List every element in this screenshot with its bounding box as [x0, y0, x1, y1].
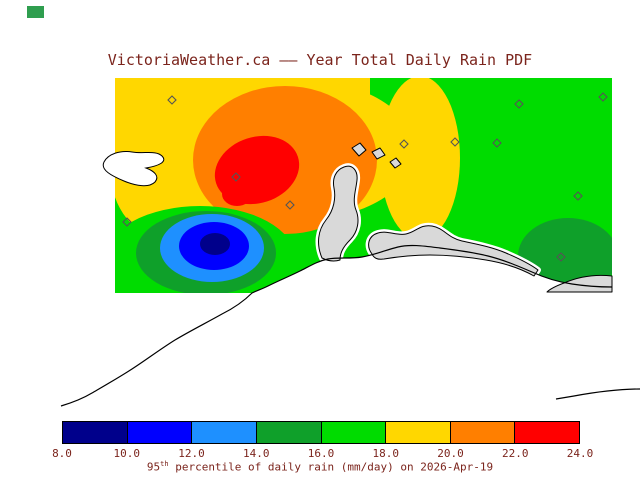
- lake-outline: [102, 151, 165, 187]
- caption-number: 95: [146, 460, 161, 474]
- coastline-vancouver-island: [60, 244, 613, 407]
- station-marker: [598, 92, 608, 102]
- contour-level-8-10: [200, 233, 230, 255]
- land-masses: [315, 142, 613, 293]
- colorbar-tick: 20.0: [437, 447, 464, 460]
- chart-title: VictoriaWeather.ca —— Year Total Daily R…: [107, 51, 533, 69]
- station-marker: [231, 172, 241, 182]
- colorbar-tick: 16.0: [307, 447, 335, 460]
- colorbar-segment-16.0-18.0: [320, 421, 387, 444]
- colorbar-segment-20.0-22.0: [449, 421, 516, 444]
- caption-text: percentile of daily rain (mm/day) on 202…: [168, 460, 494, 474]
- station-marker: [285, 200, 295, 210]
- land-islet: [351, 142, 367, 157]
- colorbar-segment-18.0-20.0: [385, 421, 451, 444]
- colorbar-tick: 22.0: [502, 447, 529, 460]
- colorbar-segment-10.0-12.0: [126, 421, 193, 444]
- colorbar-tick: 24.0: [566, 447, 594, 460]
- colorbar-tick: 14.0: [243, 447, 270, 460]
- colorbar-segment-14.0-16.0: [255, 421, 322, 444]
- contour-level-18-20: [380, 78, 460, 240]
- caption: 95th percentile of daily rain (mm/day) o…: [0, 460, 640, 474]
- colorbar-tick: 10.0: [113, 447, 141, 460]
- station-marker: [450, 137, 460, 147]
- station-marker: [399, 139, 409, 149]
- coastline-olympic-peninsula: [555, 388, 640, 400]
- land-island-chain: [368, 225, 539, 277]
- caption-ordinal: th: [160, 460, 169, 468]
- station-marker: [556, 252, 566, 262]
- colorbar: [62, 421, 580, 444]
- colorbar-ticks: 8.0 10.0 12.0 14.0 16.0 18.0 20.0 22.0 24.0: [52, 447, 593, 460]
- station-marker: [492, 138, 502, 148]
- station-marker: [573, 191, 583, 201]
- land-gray: [318, 142, 613, 293]
- colorbar-tick: 8.0: [52, 447, 72, 460]
- contour-field: [115, 78, 612, 293]
- colorbar-tick: 18.0: [372, 447, 400, 460]
- contour-level-14-16: [518, 218, 612, 293]
- corner-artifact: [27, 6, 44, 18]
- colorbar-tick: 12.0: [178, 447, 205, 460]
- contour-level-22-24: [222, 182, 252, 206]
- station-markers: [122, 92, 608, 262]
- land-islet: [371, 147, 386, 160]
- station-marker: [167, 95, 177, 105]
- station-marker: [514, 99, 524, 109]
- colorbar-segment-12.0-14.0: [191, 421, 257, 444]
- land-islet: [389, 157, 402, 169]
- colorbar-segment-8.0-10.0: [62, 421, 128, 444]
- colorbar-segment-22.0-24.0: [514, 421, 580, 444]
- land-saanich-peninsula: [318, 165, 359, 262]
- station-marker: [122, 217, 132, 227]
